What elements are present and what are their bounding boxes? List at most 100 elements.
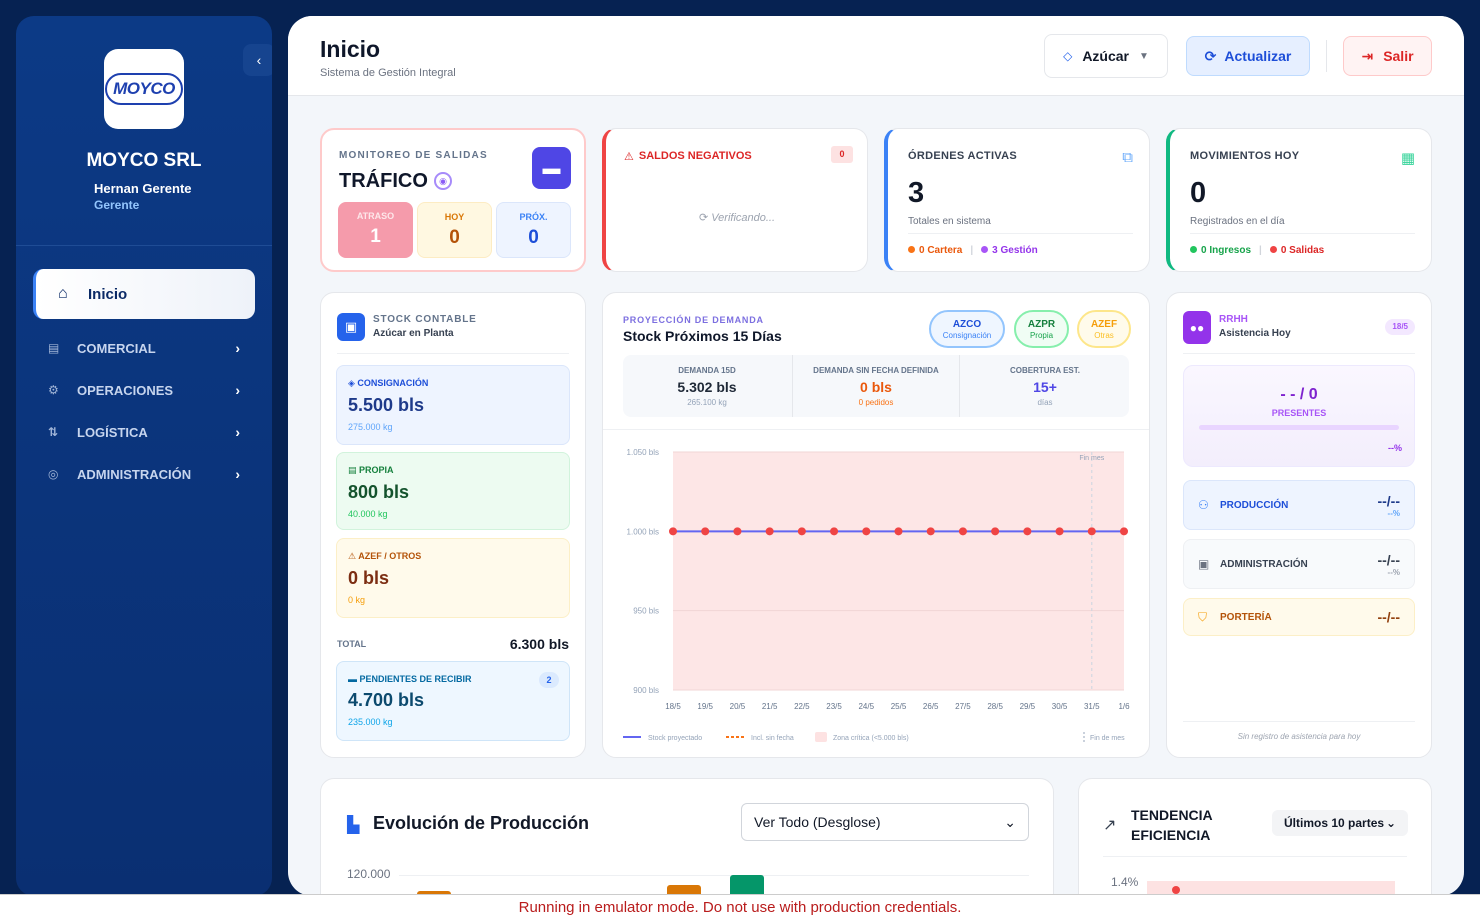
consignacion-label: CONSIGNACIÓN [357, 378, 429, 388]
produccion-title: Evolución de Producción [373, 813, 590, 833]
stat-label: DEMANDA 15D [678, 366, 736, 375]
hoy-box[interactable]: HOY 0 [417, 202, 492, 258]
stock-caption: STOCK CONTABLE [373, 314, 477, 325]
sidebar-item-label: Inicio [88, 285, 128, 303]
stock-point [701, 527, 710, 536]
chevron-down-icon: ⌄ [1385, 816, 1396, 830]
saldos-status-text: Verificando... [711, 212, 776, 224]
x-tick-label: 21/5 [762, 702, 778, 711]
sidebar-item-logistica[interactable]: ⇅ LOGÍSTICA › [48, 417, 240, 447]
stat-value: 5.302 bls [677, 379, 737, 395]
atraso-box[interactable]: ATRASO 1 [338, 202, 413, 258]
shield-icon: ⛉ [1198, 609, 1208, 624]
trafico-card[interactable]: MONITOREO DE SALIDAS TRÁFICO ◉ ▬ ATRASO … [320, 128, 586, 272]
ordenes-card[interactable]: ÓRDENES ACTIVAS ⧉ 3 Totales en sistema 0… [884, 128, 1150, 272]
stock-point [669, 527, 677, 536]
production-bar [667, 885, 701, 896]
x-tick-label: 29/5 [1020, 702, 1036, 711]
sidebar-item-inicio[interactable]: ⌂ Inicio [33, 269, 255, 319]
external-link-icon[interactable]: ⧉ [1122, 149, 1133, 166]
archive-icon: ▣ [337, 313, 365, 341]
propia-kg: 40.000 kg [348, 509, 388, 519]
y-tick-label: 1.000 bls [627, 527, 659, 536]
select-value: Ver Todo (Desglose) [754, 814, 881, 830]
saldos-card[interactable]: ⚠ SALDOS NEGATIVOS 0 ⟳ Verificando... [602, 128, 868, 272]
rrhh-porteria-row[interactable]: ⛉ PORTERÍA --/-- [1183, 598, 1415, 636]
sidebar-item-administracion[interactable]: ◎ ADMINISTRACIÓN › [48, 459, 240, 489]
pendientes-box[interactable]: ▬ PENDIENTES DE RECIBIR 2 4.700 bls 235.… [336, 661, 570, 741]
truck-icon: ▬ [348, 674, 360, 684]
x-tick-label: 27/5 [955, 702, 971, 711]
stock-point [894, 527, 903, 536]
rrhh-administracion-row[interactable]: ▣ ADMINISTRACIÓN --/-- --% [1183, 539, 1415, 589]
pill-code: AZCO [952, 319, 982, 330]
pill-azco[interactable]: AZCO Consignación [929, 310, 1005, 348]
stock-point [1087, 527, 1096, 536]
movimientos-value: 0 [1190, 177, 1207, 209]
warning-icon: ⚠ [624, 151, 634, 163]
movimientos-footer: 0 Ingresos | 0 Salidas [1190, 245, 1324, 256]
rrhh-produccion-row[interactable]: ⚇ PRODUCCIÓN --/-- --% [1183, 480, 1415, 530]
stock-point [991, 527, 1000, 536]
select-value: Últimos 10 partes [1284, 816, 1385, 830]
prox-box[interactable]: PRÓX. 0 [496, 202, 571, 258]
ordenes-value: 3 [908, 177, 925, 209]
rrhh-card: ●● RRHH Asistencia Hoy 18/5 - - / 0 PRES… [1166, 292, 1432, 758]
stock-point [797, 527, 806, 536]
pill-azef[interactable]: AZEF Otras [1077, 310, 1131, 348]
propia-box[interactable]: ▤ PROPIA 800 bls 40.000 kg [336, 452, 570, 530]
sidebar-item-label: COMERCIAL [77, 340, 156, 356]
rrhh-date: 18/5 [1385, 319, 1415, 335]
admin-icon: ◎ [48, 467, 59, 481]
row-pct: --% [1387, 508, 1400, 518]
hoy-label: HOY [444, 212, 465, 222]
sidebar-item-operaciones[interactable]: ⚙ OPERACIONES › [48, 375, 240, 405]
stat-cobertura: COBERTURA EST. 15+ días [961, 355, 1129, 417]
refresh-label: Actualizar [1224, 48, 1292, 64]
stock-projection-chart: 1.050 bls 1.000 bls 950 bls 900 bls Fin mes 1… [623, 448, 1130, 742]
shield-icon: ◈ [348, 378, 358, 388]
azef-box[interactable]: ⚠ AZEF / OTROS 0 bls 0 kg [336, 538, 570, 618]
sidebar-divider [16, 245, 272, 246]
tendencia-title-2: EFICIENCIA [1131, 827, 1211, 843]
production-bar [730, 875, 764, 896]
consignacion-box[interactable]: ◈ CONSIGNACIÓN 5.500 bls 275.000 kg [336, 365, 570, 445]
stock-point [926, 527, 935, 536]
y-tick-label: 900 bls [633, 686, 659, 695]
atraso-label: ATRASO [356, 211, 395, 221]
pill-azpr[interactable]: AZPR Propia [1014, 310, 1069, 348]
movimientos-card[interactable]: MOVIMIENTOS HOY ▦ 0 Registrados en el dí… [1166, 128, 1432, 272]
x-tick-label: 30/5 [1052, 702, 1068, 711]
stock-point [765, 527, 774, 536]
produccion-filter-select[interactable]: Ver Todo (Desglose) ⌄ [741, 803, 1029, 841]
x-tick-label: 18/5 [665, 702, 681, 711]
azef-kg: 0 kg [348, 595, 366, 605]
chevron-right-icon: › [235, 466, 240, 482]
ordenes-footer: 0 Cartera | 3 Gestión [908, 245, 1038, 256]
pendientes-badge: 2 [539, 672, 559, 688]
sidebar-item-comercial[interactable]: ▤ COMERCIAL › [48, 333, 240, 363]
user-name: Hernan Gerente [94, 181, 192, 196]
stock-point [1055, 527, 1064, 536]
total-value: 6.300 bls [509, 636, 569, 652]
product-selector[interactable]: ◇ Azúcar ▼ [1044, 34, 1168, 78]
refresh-icon: ⟳ [1204, 47, 1217, 64]
green-dot-icon [1190, 246, 1197, 253]
emulator-banner: Running in emulator mode. Do not use wit… [0, 894, 1480, 920]
logout-button[interactable]: ⇥ Salir [1343, 36, 1432, 76]
calendar-icon: ▦ [1400, 150, 1415, 167]
header-divider [1326, 40, 1327, 72]
x-tick-label: 25/5 [891, 702, 907, 711]
saldos-status: ⟳ Verificando... [606, 211, 867, 224]
legend-label: Incl. sin fecha [751, 735, 794, 742]
sidebar-item-label: LOGÍSTICA [77, 424, 148, 440]
pill-name: Propia [1029, 331, 1054, 340]
tendencia-filter-select[interactable]: Últimos 10 partes ⌄ [1272, 810, 1408, 836]
logout-icon: ⇥ [1361, 47, 1374, 64]
tendencia-title: TENDENCIA EFICIENCIA [1131, 805, 1213, 845]
collapse-sidebar-button[interactable]: ‹ [243, 44, 272, 76]
x-tick-label: 26/5 [923, 702, 939, 711]
tendencia-card: ↗ TENDENCIA EFICIENCIA Últimos 10 partes… [1078, 778, 1432, 896]
refresh-button[interactable]: ⟳ Actualizar [1186, 36, 1310, 76]
loading-icon: ⟳ [698, 212, 712, 224]
